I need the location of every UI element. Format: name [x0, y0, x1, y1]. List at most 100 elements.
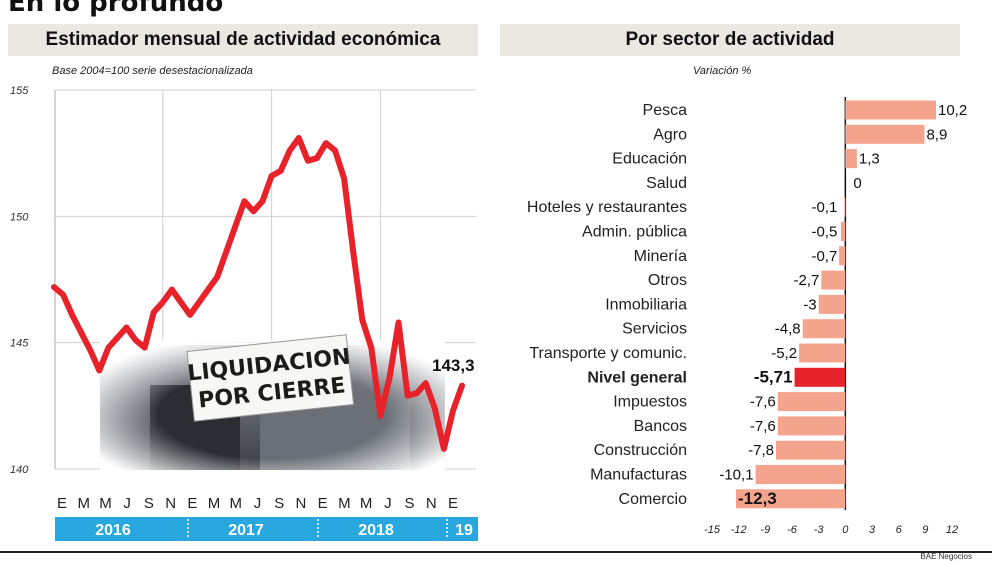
- year-label: 19: [455, 522, 473, 539]
- value-label: 10,2: [938, 102, 967, 119]
- x-tick-label: E: [448, 495, 458, 512]
- value-label: -10,1: [719, 467, 753, 484]
- activity-line: [51, 135, 465, 452]
- bar-2: [845, 149, 857, 169]
- value-label: -4,8: [775, 321, 801, 338]
- sign-board: [186, 334, 355, 422]
- bar-0: [845, 100, 936, 120]
- year-label: 2018: [358, 522, 394, 539]
- bar-7: [821, 270, 846, 290]
- line-chart-subtitle: Base 2004=100 serie desestacionalizada: [52, 65, 253, 77]
- bar-13: [777, 416, 846, 436]
- line-chart-title: Estimador mensual de actividad económica: [8, 24, 478, 56]
- x-tick-label: M: [338, 495, 351, 512]
- bar-15: [755, 465, 846, 484]
- bar-chart-subtitle: Variación %: [693, 65, 752, 77]
- value-label: 1,3: [859, 151, 880, 168]
- bar-1: [845, 124, 925, 144]
- category-label: Bancos: [634, 418, 687, 435]
- bar-16: [736, 489, 846, 509]
- end-value-label: 143,3: [432, 356, 475, 375]
- value-label: -7,8: [748, 442, 774, 459]
- x-tick-label: -6: [787, 524, 798, 536]
- x-tick-label: E: [57, 495, 67, 512]
- value-label: -2,7: [793, 272, 819, 289]
- category-label: Comercio: [619, 491, 688, 508]
- category-label: Educación: [612, 151, 687, 168]
- category-label: Agro: [653, 126, 687, 143]
- footer-rule: [0, 551, 992, 553]
- year-band: [55, 517, 478, 541]
- category-label: Hoteles y restaurantes: [527, 199, 687, 216]
- category-label: Impuestos: [613, 394, 687, 411]
- category-label: Minería: [634, 248, 687, 265]
- bar-12: [777, 392, 846, 412]
- x-tick-label: N: [296, 495, 307, 512]
- category-label: Manufacturas: [590, 467, 687, 484]
- value-label: -3: [803, 296, 816, 313]
- bar-chart-title: Por sector de actividad: [500, 24, 960, 56]
- x-tick-label: M: [230, 495, 243, 512]
- x-tick-label: -15: [704, 524, 721, 536]
- x-tick-label: J: [123, 495, 131, 512]
- value-label: -7,6: [750, 394, 776, 411]
- y-tick-label: 145: [10, 338, 29, 350]
- category-label: Otros: [648, 272, 687, 289]
- x-tick-label: N: [165, 495, 176, 512]
- x-tick-label: J: [254, 495, 262, 512]
- x-tick-label: S: [144, 495, 154, 512]
- x-tick-label: -12: [731, 524, 747, 536]
- x-tick-label: M: [77, 495, 90, 512]
- x-tick-label: 3: [869, 524, 876, 536]
- credit-text: BAE Negocios: [920, 552, 972, 561]
- y-tick-label: 155: [10, 85, 29, 97]
- x-tick-label: 12: [946, 524, 958, 536]
- x-tick-label: S: [274, 495, 284, 512]
- value-label: -5,2: [771, 345, 797, 362]
- value-label: -12,3: [738, 489, 777, 508]
- year-label: 2016: [95, 522, 131, 539]
- x-tick-label: M: [208, 495, 221, 512]
- year-label: 2017: [228, 522, 264, 539]
- bar-10: [799, 343, 846, 363]
- value-label: -7,6: [750, 418, 776, 435]
- category-label: Salud: [646, 175, 687, 192]
- category-label: Construcción: [594, 442, 687, 459]
- x-tick-label: N: [426, 495, 437, 512]
- x-tick-label: S: [405, 495, 415, 512]
- value-label: -0,1: [811, 199, 837, 216]
- x-tick-label: 6: [896, 524, 903, 536]
- category-label: Nivel general: [587, 369, 687, 386]
- category-label: Pesca: [643, 102, 688, 119]
- bar-4: [844, 197, 846, 217]
- y-tick-label: 150: [10, 211, 29, 223]
- x-tick-label: E: [187, 495, 197, 512]
- bar-6: [839, 246, 846, 266]
- bar-5: [840, 222, 846, 241]
- x-tick-label: 0: [842, 524, 849, 536]
- x-tick-label: M: [99, 495, 112, 512]
- x-tick-label: 9: [922, 524, 928, 536]
- bar-14: [776, 440, 846, 460]
- x-tick-label: J: [384, 495, 392, 512]
- category-label: Servicios: [622, 321, 687, 338]
- category-label: Inmobiliaria: [605, 296, 687, 313]
- bar-11: [794, 367, 846, 387]
- x-tick-label: -3: [814, 524, 825, 536]
- value-label: 8,9: [926, 126, 947, 143]
- value-label: 0: [853, 175, 861, 192]
- bar-9: [802, 319, 846, 339]
- x-tick-label: M: [360, 495, 373, 512]
- value-label: -0,5: [811, 224, 837, 241]
- value-label: -5,71: [754, 367, 793, 386]
- page-title: En lo profundo: [8, 0, 224, 18]
- y-tick-label: 140: [10, 464, 29, 476]
- category-label: Admin. pública: [582, 224, 687, 241]
- bar-8: [818, 294, 846, 314]
- value-label: -0,7: [811, 248, 837, 265]
- x-tick-label: -9: [760, 524, 770, 536]
- x-tick-label: E: [318, 495, 328, 512]
